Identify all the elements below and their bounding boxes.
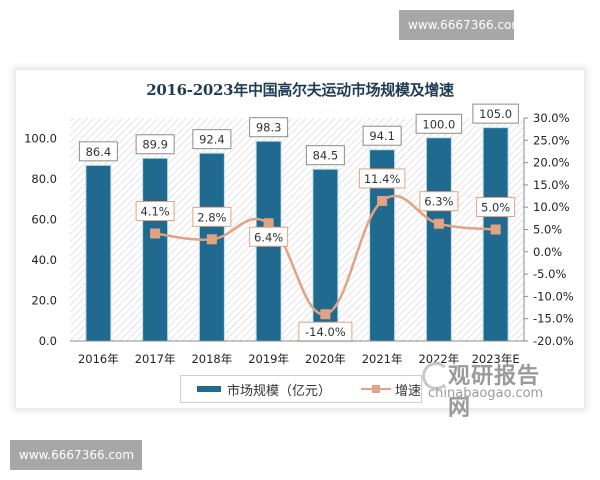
watermark-top: www.6667366.com xyxy=(399,10,523,40)
bar xyxy=(426,138,451,341)
right-tick-label: 5.0% xyxy=(533,223,562,237)
left-tick-label: 60.0 xyxy=(31,212,57,226)
bar xyxy=(199,153,224,341)
brand-logo-icon xyxy=(422,362,450,390)
right-tick-label: -20.0% xyxy=(533,334,574,348)
data-labels: 86.4 89.9 92.4 98.3 84.5 94.1 100.0 105.0 4.1% 2.… xyxy=(78,103,519,342)
bars xyxy=(85,127,509,342)
right-tick-label: 10.0% xyxy=(533,200,570,214)
x-tick-label: 2017年 xyxy=(135,352,176,366)
growth-value-label: 4.1% xyxy=(141,205,170,219)
x-tick-label: 2022年 xyxy=(418,352,459,366)
legend-bar-swatch xyxy=(197,386,221,392)
x-tick-label: 2019年 xyxy=(248,352,289,366)
right-tick-label: 0.0% xyxy=(533,245,562,259)
right-tick-label: -10.0% xyxy=(533,289,574,303)
bar-value-label: 89.9 xyxy=(142,138,168,152)
x-tick-label: 2018年 xyxy=(191,352,232,366)
bar xyxy=(143,158,168,341)
bar-value-label: 86.4 xyxy=(86,145,112,159)
left-tick-label: 40.0 xyxy=(31,253,57,267)
bar-value-label: 92.4 xyxy=(199,133,225,147)
brand-name-cn: 观研报告网 xyxy=(448,364,541,421)
right-tick-label: -15.0% xyxy=(533,312,574,326)
x-tick-label: 2016年 xyxy=(78,352,119,366)
growth-marker xyxy=(490,224,501,235)
growth-value-label: 11.4% xyxy=(364,172,401,186)
right-tick-label: 25.0% xyxy=(533,133,570,147)
left-tick-label: 20.0 xyxy=(31,293,57,307)
bar-value-label: 84.5 xyxy=(313,149,339,163)
growth-marker xyxy=(263,218,274,229)
growth-marker xyxy=(206,234,217,245)
legend-bar-label: 市场规模（亿元） xyxy=(227,383,332,399)
bar-value-label: 105.0 xyxy=(479,107,512,121)
x-tick-label: 2020年 xyxy=(305,352,346,366)
bar-value-label: 94.1 xyxy=(369,129,395,143)
left-tick-label: 0.0 xyxy=(39,334,57,348)
chart-title: 2016-2023年中国高尔夫运动市场规模及增速 xyxy=(146,81,454,99)
growth-marker xyxy=(320,309,331,320)
growth-value-label: 2.8% xyxy=(197,210,226,224)
growth-marker xyxy=(377,195,388,206)
bar-value-label: 98.3 xyxy=(256,121,282,135)
legend-line-swatch xyxy=(361,385,391,393)
left-tick-label: 100.0 xyxy=(24,131,57,145)
brand-name-en: chinabaogao.com xyxy=(428,386,544,401)
bar-value-label: 100.0 xyxy=(422,117,455,131)
growth-line xyxy=(150,194,501,320)
watermark-bottom: www.6667366.com xyxy=(10,440,142,470)
brand-watermark: 观研报告网 chinabaogao.com xyxy=(422,358,558,421)
x-tick-label: 2023年E xyxy=(472,352,520,366)
growth-value-label: 5.0% xyxy=(481,201,510,215)
left-tick-label: 80.0 xyxy=(31,172,57,186)
bar xyxy=(86,165,111,341)
growth-marker xyxy=(150,228,161,239)
bar xyxy=(483,128,508,341)
legend: 市场规模（亿元） 增速 xyxy=(180,375,422,403)
legend-line-label: 增速 xyxy=(395,383,422,399)
right-tick-label: 20.0% xyxy=(533,156,570,170)
growth-value-label: -14.0% xyxy=(305,325,346,339)
right-tick-label: 15.0% xyxy=(533,178,570,192)
right-tick-label: -5.0% xyxy=(533,267,566,281)
growth-marker xyxy=(433,218,444,229)
x-tick-label: 2021年 xyxy=(362,352,403,366)
growth-value-label: 6.3% xyxy=(424,195,453,209)
growth-value-label: 6.4% xyxy=(254,230,283,244)
axes: 2016年 2017年 2018年 2019年 2020年 2021年 2022年 2023年… xyxy=(24,111,574,366)
right-tick-label: 30.0% xyxy=(533,111,570,125)
